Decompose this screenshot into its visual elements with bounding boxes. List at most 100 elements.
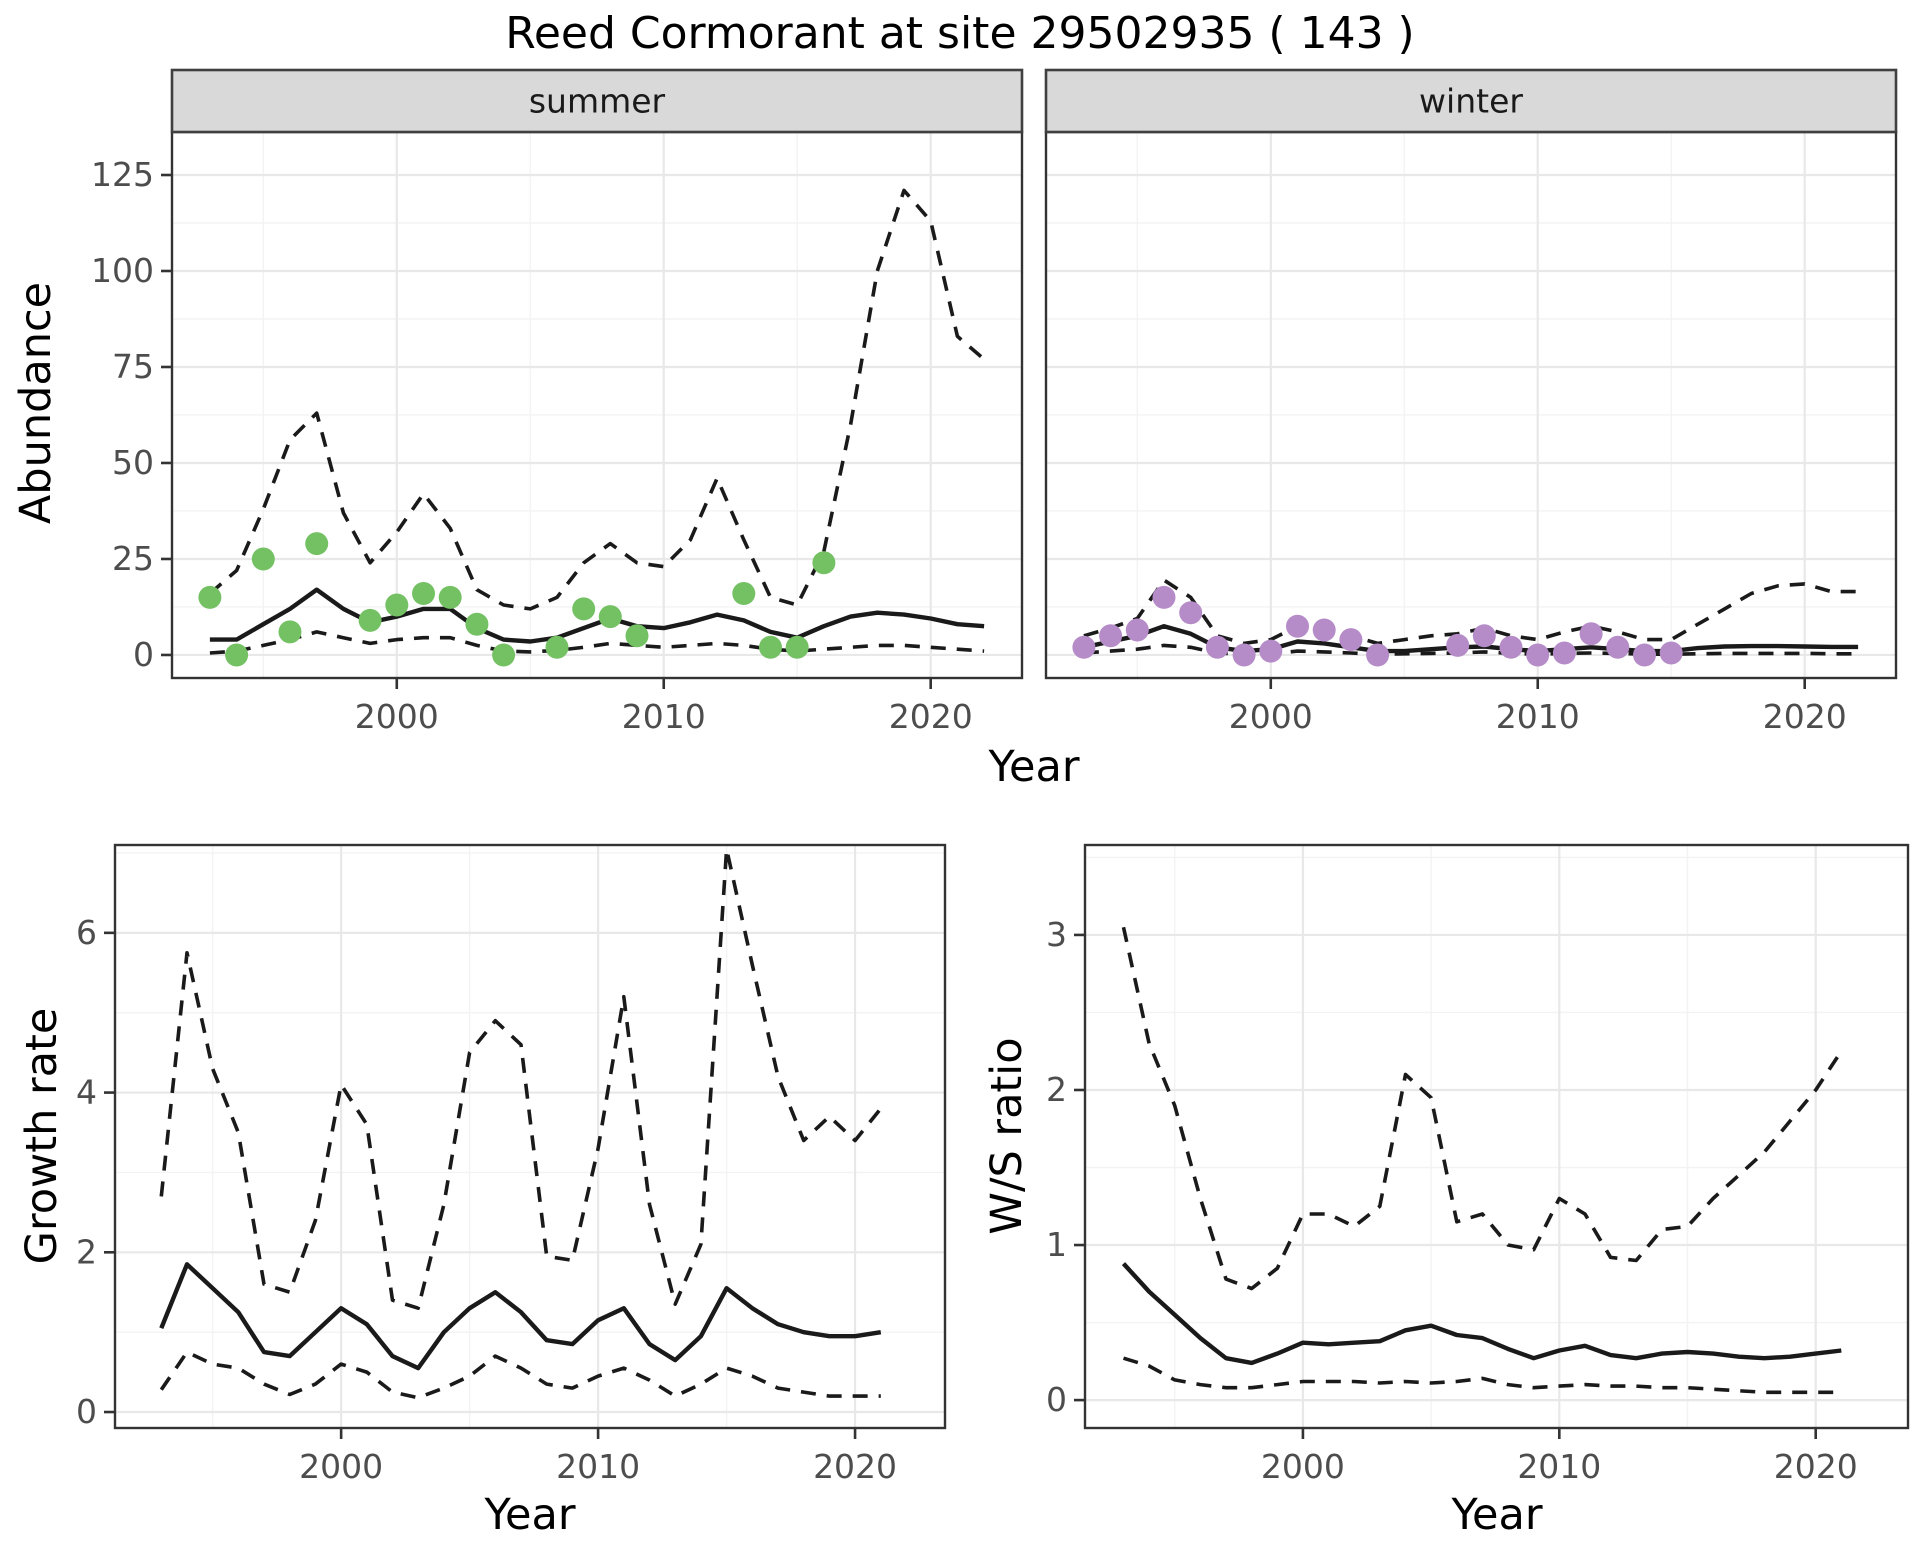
x-tick-label: 2000 <box>299 1447 383 1486</box>
panel-border <box>113 843 947 1430</box>
data-point <box>1552 641 1576 665</box>
panel-growth-rate: 2000 2010 2020 0 2 4 6 <box>76 843 947 1486</box>
data-point <box>1633 643 1656 667</box>
data-point <box>1152 585 1176 609</box>
facet-strip-label-winter: winter <box>1419 81 1523 121</box>
ws-year-axis-title: Year <box>1451 1490 1543 1540</box>
growth-rate-median-line <box>159 1262 882 1371</box>
abundance-summer-points <box>198 532 836 667</box>
data-point <box>412 582 435 605</box>
x-tick-label: 2020 <box>889 697 973 736</box>
y-axis-ticks: 0 2 4 6 <box>76 913 115 1431</box>
ws-ratio-upper_ci-line <box>1121 926 1843 1291</box>
x-tick-label: 2010 <box>622 697 706 736</box>
x-tick-label: 2010 <box>556 1447 640 1486</box>
data-point <box>1526 643 1550 667</box>
ws-ratio-median-line <box>1121 1262 1842 1366</box>
major-gridlines <box>115 845 945 1428</box>
abundance-summer-lower_ci-line <box>209 630 985 655</box>
data-point <box>465 612 489 636</box>
data-point <box>785 635 809 659</box>
data-point <box>1366 643 1390 667</box>
y-tick-label: 1 <box>1046 1225 1067 1264</box>
major-gridlines <box>1046 132 1896 678</box>
data-point <box>1606 635 1630 659</box>
data-point <box>1072 635 1096 659</box>
chart-title: Reed Cormorant at site 29502935 ( 143 ) <box>505 8 1415 59</box>
data-point <box>1205 635 1229 659</box>
y-tick-label: 0 <box>1046 1380 1067 1419</box>
data-point <box>598 605 622 629</box>
data-point <box>1312 618 1336 642</box>
major-gridlines <box>172 132 1022 678</box>
growth-rate-axis-title: Growth rate <box>17 1007 67 1265</box>
x-tick-label: 2000 <box>355 697 439 736</box>
growth-rate-upper_ci-line <box>159 847 883 1310</box>
y-axis-ticks: 0 1 2 3 <box>1046 915 1085 1419</box>
x-tick-label: 2000 <box>1229 697 1313 736</box>
data-point <box>572 597 596 621</box>
data-point <box>358 608 382 632</box>
y-tick-label: 100 <box>91 251 154 290</box>
data-point <box>225 643 249 667</box>
minor-gridlines <box>1046 132 1896 678</box>
abundance-summer-median-line <box>209 587 985 644</box>
data-point <box>198 585 222 609</box>
facet-strip <box>1044 68 1898 134</box>
x-tick-label: 2020 <box>1763 697 1847 736</box>
data-point <box>492 643 516 667</box>
data-point <box>1446 633 1470 657</box>
facet-strip-label-summer: summer <box>528 81 666 121</box>
panel-background <box>1085 845 1908 1428</box>
data-point <box>251 547 275 571</box>
data-point <box>278 620 302 644</box>
panel-border <box>1083 843 1910 1430</box>
growth-rate-lower_ci-line <box>159 1350 881 1400</box>
x-axis-ticks: 2000 2010 2020 <box>1261 1428 1858 1486</box>
minor-gridlines <box>172 132 1022 678</box>
y-axis-ticks: 0 25 50 75 100 125 <box>91 155 172 674</box>
abundance-summer-upper_ci-line <box>208 188 986 611</box>
y-tick-label: 0 <box>133 635 154 674</box>
abundance-winter-upper_ci-line <box>1083 578 1859 646</box>
data-point <box>1472 624 1496 648</box>
data-point <box>1286 614 1309 638</box>
data-point <box>1232 643 1256 667</box>
data-point <box>1259 639 1283 663</box>
y-tick-label: 25 <box>112 539 154 578</box>
growth-year-axis-title: Year <box>484 1490 576 1540</box>
x-tick-label: 2020 <box>813 1447 897 1486</box>
minor-gridlines <box>1085 845 1908 1428</box>
y-tick-label: 0 <box>76 1392 97 1431</box>
x-tick-label: 2020 <box>1774 1447 1858 1486</box>
y-tick-label: 75 <box>112 347 154 386</box>
facet-strip <box>170 68 1024 134</box>
abundance-winter-points <box>1072 585 1683 667</box>
major-gridlines <box>1085 845 1908 1428</box>
data-point <box>1099 624 1123 648</box>
data-point <box>1499 635 1523 659</box>
data-point <box>732 582 756 605</box>
panel-ws-ratio: 2000 2010 2020 0 1 2 3 <box>1046 843 1910 1486</box>
y-tick-label: 4 <box>76 1073 97 1112</box>
y-tick-label: 3 <box>1046 915 1067 954</box>
x-axis-ticks: 2000 2010 2020 <box>1229 678 1847 736</box>
ws-ratio-lower_ci-line <box>1122 1356 1842 1395</box>
data-point <box>385 593 409 617</box>
data-point <box>1125 618 1149 642</box>
data-point <box>1339 628 1363 652</box>
data-point <box>812 551 836 575</box>
panel-abundance-summer: 2000 2010 2020 0 25 50 75 100 125 <box>91 68 1024 736</box>
panel-abundance-winter: 2000 2010 2020 <box>1044 68 1898 736</box>
y-tick-label: 50 <box>112 443 154 482</box>
x-tick-label: 2010 <box>1517 1447 1601 1486</box>
top-year-axis-title: Year <box>988 742 1080 792</box>
y-tick-label: 2 <box>76 1232 97 1271</box>
x-axis-ticks: 2000 2010 2020 <box>355 678 973 736</box>
data-point <box>1179 601 1203 625</box>
data-point <box>545 635 569 659</box>
x-axis-ticks: 2000 2010 2020 <box>299 1428 897 1486</box>
ws-ratio-axis-title: W/S ratio <box>982 1037 1032 1235</box>
